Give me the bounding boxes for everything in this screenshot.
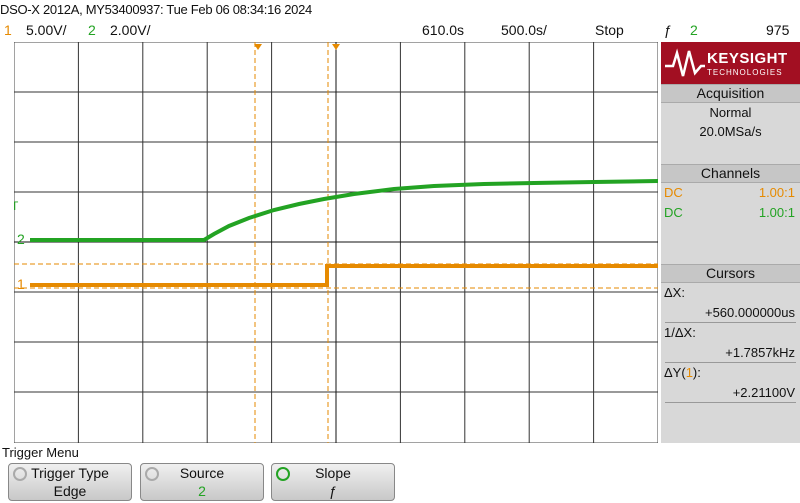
cursor-divider — [665, 362, 796, 363]
trigger-type-softkey[interactable]: Trigger Type Edge — [8, 463, 132, 501]
ch2-scale[interactable]: 2.00V/ — [110, 22, 151, 38]
dy-value: +2.21100V — [732, 385, 795, 400]
softkey-knob-icon — [276, 467, 290, 481]
channels-header[interactable]: Channels — [661, 164, 800, 183]
ch2-probe: 1.00:1 — [758, 205, 795, 220]
softkey-value: ƒ — [329, 483, 337, 499]
logo-sub: TECHNOLOGIES — [707, 68, 783, 77]
softkey-label: Trigger Type — [31, 465, 109, 481]
ch1-coupling: DC — [664, 185, 683, 200]
status-bar: 1 5.00V/ 2 2.00V/ 610.0s 500.0s/ Stop ƒ … — [0, 20, 800, 40]
dx-value: +560.000000us — [704, 305, 795, 320]
cursor-divider — [665, 402, 796, 403]
ch2-ground-marker: 2 — [17, 231, 25, 247]
inv-dx-label: 1/ΔX: — [664, 325, 696, 340]
logo-main: KEYSIGHT — [707, 50, 788, 67]
softkey-label: Slope — [315, 465, 351, 481]
sidebar: KEYSIGHT TECHNOLOGIES Acquisition Normal… — [661, 42, 800, 443]
ch1-probe: 1.00:1 — [758, 185, 795, 200]
acquisition-header[interactable]: Acquisition — [661, 84, 800, 103]
trigger-level[interactable]: 975 — [766, 22, 790, 38]
keysight-logo: KEYSIGHT TECHNOLOGIES — [661, 42, 800, 84]
ch2-number[interactable]: 2 — [88, 22, 96, 38]
waveform-grid[interactable]: T 2 1 — [14, 42, 658, 443]
trigger-marker: T — [14, 199, 19, 213]
cursors-header[interactable]: Cursors — [661, 264, 800, 283]
trigger-slope-icon: ƒ — [664, 22, 672, 38]
ch1-ground-marker: 1 — [17, 276, 25, 292]
softkey-value: 2 — [198, 483, 206, 499]
cursor-divider — [665, 322, 796, 323]
softkey-knob-icon — [145, 467, 159, 481]
dy-label: ΔY(1): — [664, 365, 701, 380]
ch2-coupling: DC — [664, 205, 683, 220]
softkey-knob-icon — [13, 467, 27, 481]
slope-softkey[interactable]: Slope ƒ — [271, 463, 395, 501]
source-softkey[interactable]: Source 2 — [140, 463, 264, 501]
time-scale[interactable]: 500.0s/ — [501, 22, 547, 38]
acq-mode: Normal — [709, 105, 752, 120]
time-offset[interactable]: 610.0s — [422, 22, 465, 38]
ch1-number[interactable]: 1 — [4, 22, 12, 38]
inv-dx-value: +1.7857kHz — [725, 345, 795, 360]
ch1-scale[interactable]: 5.00V/ — [26, 22, 67, 38]
softkey-value: Edge — [53, 483, 87, 499]
menu-title: Trigger Menu — [2, 445, 79, 460]
run-state[interactable]: Stop — [595, 22, 624, 38]
keysight-wave-icon — [665, 48, 705, 77]
dx-label: ΔX: — [664, 285, 685, 300]
acq-rate: 20.0MSa/s — [699, 124, 762, 139]
trigger-source[interactable]: 2 — [690, 22, 698, 38]
softkey-label: Source — [179, 465, 225, 481]
window-title: DSO-X 2012A, MY53400937: Tue Feb 06 08:3… — [0, 2, 312, 17]
